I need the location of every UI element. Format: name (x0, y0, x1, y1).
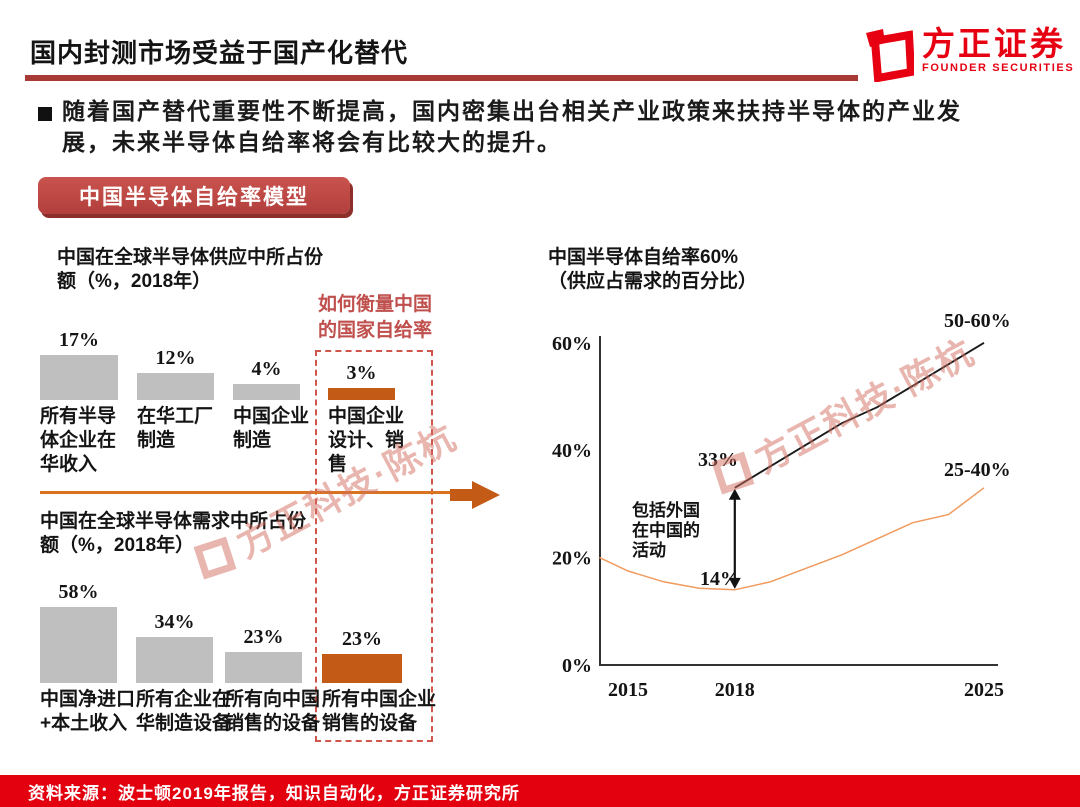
demand-bar-chart: 58% 中国净进口 +本土收入 34% 所有企业在 华制造设备 23% 所有向中国 销售的… (30, 578, 460, 763)
founder-logo-icon (866, 29, 914, 82)
annotation-25-40pct: 25-40% (944, 459, 1011, 481)
right-arrow-icon (450, 481, 500, 509)
bar-value-label: 3% (346, 362, 377, 384)
page-title: 国内封测市场受益于国产化替代 (30, 38, 409, 68)
bar-value-label: 23% (342, 628, 382, 650)
footer-source-bar: 资料来源：波士顿2019年报告，知识自动化，方正证券研究所 (0, 775, 1080, 807)
line-chart-title: 中国半导体自给率60% （供应占需求的百分比） (548, 247, 758, 292)
bar-category-label: 中国净进口 +本土收入 (40, 689, 136, 734)
bar-category-label: 中国企业 制造 (233, 406, 310, 451)
bar-23% (225, 652, 302, 683)
annotation-gap-note: 包括外国 在中国的 活动 (632, 501, 700, 560)
x-tick: 2018 (715, 679, 755, 701)
divider-line (40, 491, 452, 494)
bar-category-label: 所有中国企业 销售的设备 (322, 689, 437, 734)
annotation-33pct: 33% (698, 449, 738, 471)
highlight-dashed-box (315, 350, 433, 742)
axes (599, 336, 998, 666)
bar-category-label: 所有半导 体企业在 华收入 (40, 406, 117, 475)
series-25-40% (599, 487, 985, 591)
annotation-50-60pct: 50-60% (944, 310, 1011, 332)
bar-value-label: 12% (155, 347, 196, 369)
bar-value-label: 23% (243, 626, 284, 648)
bullet-square-icon (38, 107, 52, 121)
bar-value-label: 58% (58, 581, 99, 603)
bar-23% (322, 654, 402, 683)
bar-category-label: 所有企业在 华制造设备 (136, 689, 232, 734)
self-sufficiency-heading: 如何衡量中国 的国家自给率 (318, 294, 433, 341)
bar-17% (40, 355, 118, 400)
model-badge: 中国半导体自给率模型 (38, 177, 350, 214)
founder-securities-logo: 方正证券 FOUNDER SECURITIES (864, 26, 1074, 82)
bar-3% (328, 388, 395, 400)
title-underline (25, 75, 858, 81)
bar-value-label: 34% (154, 611, 195, 633)
bar-category-label: 在华工厂 制造 (137, 406, 214, 451)
y-tick: 40% (552, 440, 592, 462)
x-tick: 2025 (964, 679, 1004, 701)
y-tick: 20% (552, 548, 592, 570)
x-tick: 2015 (608, 679, 648, 701)
bar-category-label: 所有向中国 销售的设备 (225, 689, 321, 734)
bar-value-label: 17% (59, 329, 99, 351)
gap-arrow-head-down (728, 577, 741, 589)
series-50-60% (734, 341, 985, 489)
y-tick: 60% (552, 333, 592, 355)
bar-34% (136, 637, 213, 683)
supply-bar-chart: 17% 所有半导 体企业在 华收入 12% 在华工厂 制造 4% 中国企业 制造 3% 中国企… (30, 328, 460, 498)
bullet-text: 随着国产替代重要性不断提高，国内密集出台相关产业政策来扶持半导体的产业发 展，未… (62, 98, 962, 155)
footer-source-text: 资料来源：波士顿2019年报告，知识自动化，方正证券研究所 (28, 783, 520, 803)
y-tick: 0% (562, 655, 592, 677)
bar-12% (137, 373, 214, 400)
supply-chart-title: 中国在全球半导体供应中所占份 额（%，2018年） (57, 247, 324, 292)
bar-category-label: 中国企业 设计、销 售 (328, 406, 405, 475)
demand-chart-title: 中国在全球半导体需求中所占份 额（%，2018年） (40, 511, 307, 556)
bar-58% (40, 607, 117, 683)
bar-value-label: 4% (251, 358, 282, 380)
model-badge-label: 中国半导体自给率模型 (79, 185, 309, 209)
self-sufficiency-line-chart: 60% 40% 20% 0% 2015 2018 2025 (552, 333, 1004, 701)
logo-name: 方正证券 (922, 25, 1066, 62)
annotation-14pct: 14% (700, 568, 740, 590)
bar-4% (233, 384, 300, 400)
gap-arrow-head-up (728, 488, 741, 500)
logo-subtitle: FOUNDER SECURITIES (922, 62, 1075, 74)
